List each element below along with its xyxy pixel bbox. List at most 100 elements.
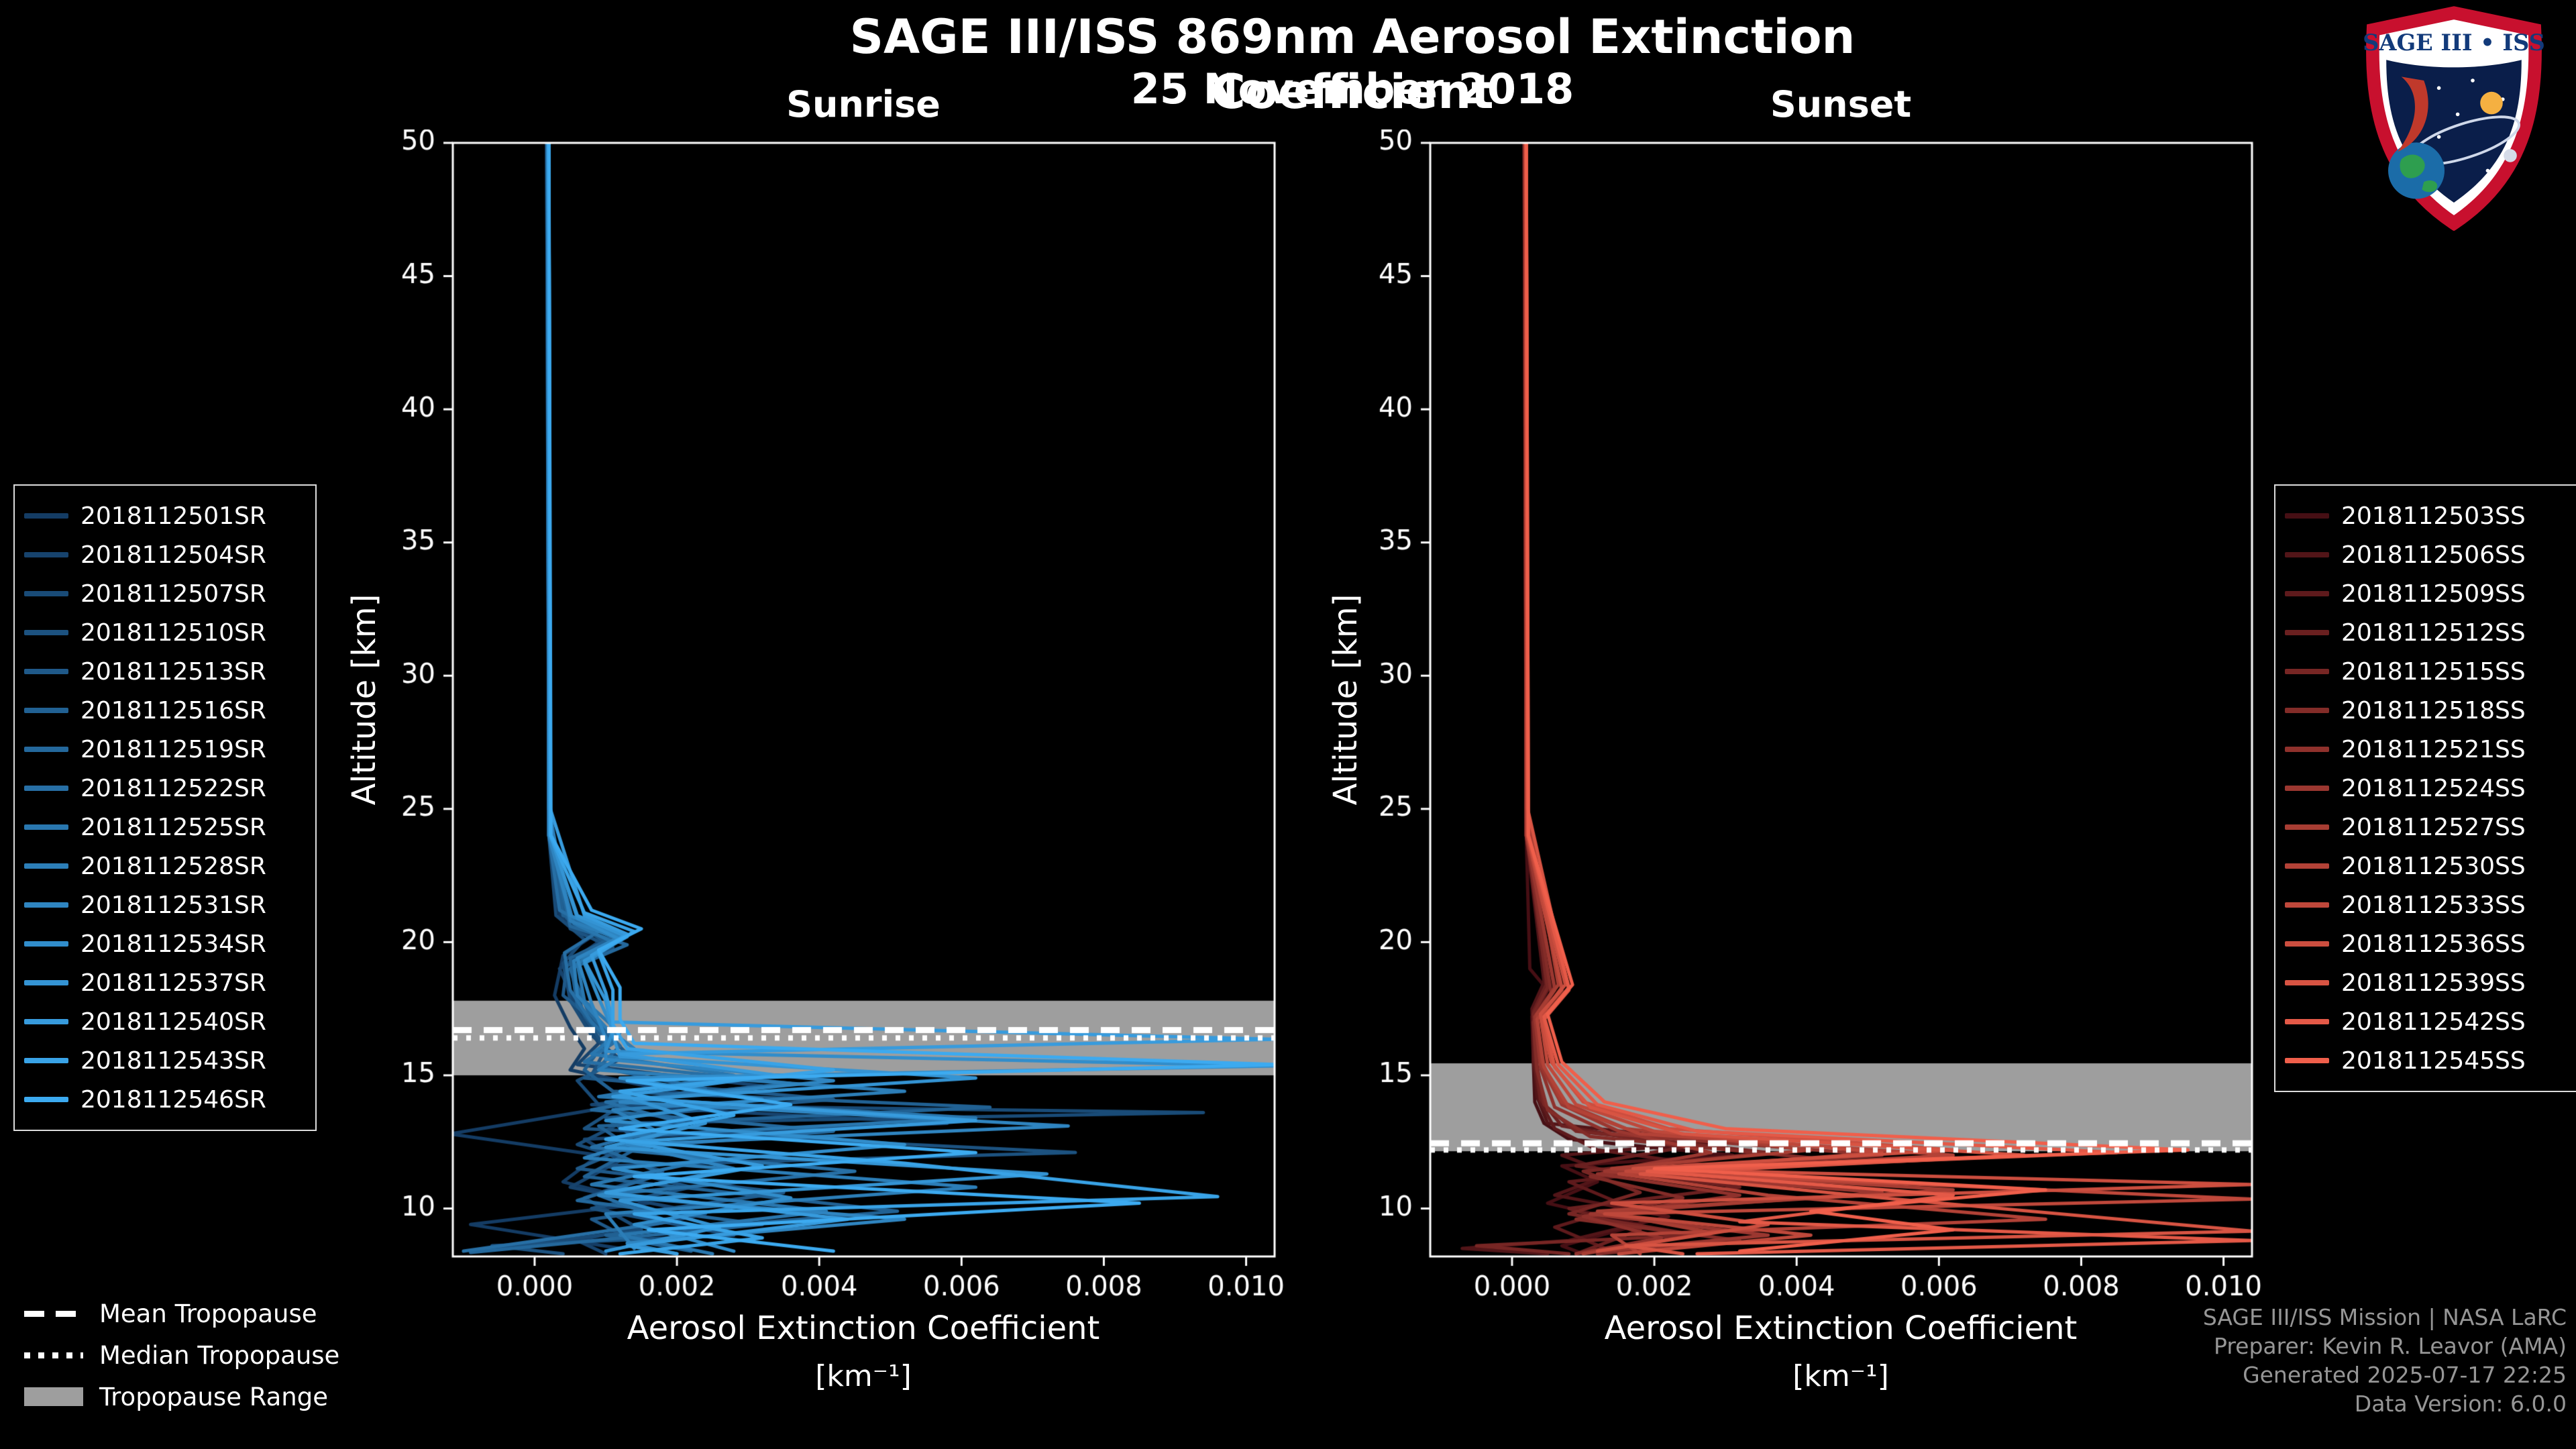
- mean-tropopause-label: Mean Tropopause: [99, 1299, 317, 1328]
- legend-label: 2018112543SR: [80, 1046, 266, 1075]
- attribution-mission: SAGE III/ISS Mission | NASA LaRC: [2202, 1304, 2567, 1330]
- legend-item: 2018112524SS: [2285, 769, 2576, 808]
- legend-item: 2018112513SR: [24, 652, 306, 691]
- legend-label: 2018112513SR: [80, 657, 266, 686]
- legend-line-sample: [2285, 669, 2329, 674]
- legend-label: 2018112522SR: [80, 774, 266, 802]
- legend-line-sample: [2285, 747, 2329, 752]
- legend-label: 2018112531SR: [80, 891, 266, 919]
- legend-item: 2018112527SS: [2285, 808, 2576, 847]
- legend-label: 2018112534SR: [80, 930, 266, 958]
- legend-label: 2018112506SS: [2341, 541, 2526, 569]
- mean-tropopause-dash-sample: [24, 1310, 83, 1317]
- legend-label: 2018112542SS: [2341, 1008, 2526, 1036]
- legend-line-sample: [24, 1019, 68, 1024]
- sunset-panel-title: Sunset: [1770, 83, 1912, 125]
- tropopause-range-patch-sample: [24, 1387, 83, 1406]
- legend-label: 2018112525SR: [80, 813, 266, 841]
- legend-item: 2018112512SS: [2285, 613, 2576, 652]
- legend-line-sample: [2285, 902, 2329, 908]
- legend-label: 2018112512SS: [2341, 619, 2526, 647]
- legend-item: 2018112507SR: [24, 574, 306, 613]
- median-tropopause-label: Median Tropopause: [99, 1340, 340, 1370]
- legend-line-sample: [24, 1058, 68, 1063]
- legend-item: 2018112515SS: [2285, 652, 2576, 691]
- legend-item: 2018112516SR: [24, 691, 306, 730]
- legend-item: 2018112525SR: [24, 808, 306, 847]
- sunrise-y-axis-label: Altitude [km]: [345, 594, 383, 806]
- legend-item: 2018112503SS: [2285, 496, 2576, 535]
- legend-item: 2018112542SS: [2285, 1002, 2576, 1041]
- legend-item: 2018112521SS: [2285, 730, 2576, 769]
- legend-label: 2018112533SS: [2341, 891, 2526, 919]
- legend-line-sample: [24, 513, 68, 519]
- legend-label: 2018112501SR: [80, 502, 266, 530]
- legend-label: 2018112528SR: [80, 852, 266, 880]
- logo-moon: [2504, 149, 2517, 162]
- attribution-generated: Generated 2025-07-17 22:25: [2243, 1362, 2567, 1388]
- legend-line-sample: [2285, 1058, 2329, 1063]
- legend-line-sample: [24, 941, 68, 947]
- legend-line-sample: [24, 552, 68, 557]
- legend-line-sample: [24, 591, 68, 596]
- legend-label: 2018112510SR: [80, 619, 266, 647]
- legend-item: 2018112506SS: [2285, 535, 2576, 574]
- tropopause-legend: Mean Tropopause Median Tropopause Tropop…: [24, 1299, 339, 1411]
- legend-label: 2018112546SR: [80, 1085, 266, 1114]
- legend-label: 2018112503SS: [2341, 502, 2526, 530]
- sunrise-x-axis-units: [km⁻¹]: [815, 1359, 912, 1393]
- legend-label: 2018112518SS: [2341, 696, 2526, 724]
- logo-title: SAGE III • ISS: [2363, 29, 2545, 56]
- legend-label: 2018112537SR: [80, 969, 266, 997]
- logo-earth-land: [2400, 154, 2438, 193]
- legend-item: 2018112509SS: [2285, 574, 2576, 613]
- legend-line-sample: [24, 1097, 68, 1102]
- legend-item: 2018112543SR: [24, 1041, 306, 1080]
- median-tropopause-dot-sample: [24, 1352, 83, 1358]
- legend-label: 2018112540SR: [80, 1008, 266, 1036]
- sunrise-x-axis-label: Aerosol Extinction Coefficient: [627, 1309, 1100, 1347]
- legend-item: 2018112518SS: [2285, 691, 2576, 730]
- legend-label: 2018112530SS: [2341, 852, 2526, 880]
- logo-stars: [2436, 78, 2505, 173]
- legend-label: 2018112521SS: [2341, 735, 2526, 763]
- page-date: 25 November 2018: [1130, 64, 1574, 113]
- legend-line-sample: [24, 863, 68, 869]
- sunrise-plot-canvas: [339, 129, 1288, 1337]
- tropopause-range-label: Tropopause Range: [99, 1382, 329, 1411]
- legend-line-sample: [2285, 980, 2329, 985]
- legend-label: 2018112515SS: [2341, 657, 2526, 686]
- legend-label: 2018112539SS: [2341, 969, 2526, 997]
- legend-line-sample: [2285, 552, 2329, 557]
- legend-item: 2018112501SR: [24, 496, 306, 535]
- legend-line-sample: [2285, 1019, 2329, 1024]
- legend-label: 2018112524SS: [2341, 774, 2526, 802]
- legend-item: 2018112510SR: [24, 613, 306, 652]
- legend-item: 2018112531SR: [24, 885, 306, 924]
- sunrise-event-legend: 2018112501SR 2018112504SR 2018112507SR 2018…: [13, 484, 317, 1131]
- legend-line-sample: [2285, 941, 2329, 947]
- legend-item: 2018112539SS: [2285, 963, 2576, 1002]
- legend-label: 2018112545SS: [2341, 1046, 2526, 1075]
- legend-line-sample: [24, 669, 68, 674]
- legend-item: 2018112534SR: [24, 924, 306, 963]
- legend-item: 2018112537SR: [24, 963, 306, 1002]
- legend-line-sample: [24, 747, 68, 752]
- legend-line-sample: [2285, 630, 2329, 635]
- legend-label: 2018112536SS: [2341, 930, 2526, 958]
- sunset-x-axis-label: Aerosol Extinction Coefficient: [1604, 1309, 2078, 1347]
- legend-line-sample: [24, 824, 68, 830]
- legend-label: 2018112507SR: [80, 580, 266, 608]
- legend-label: 2018112504SR: [80, 541, 266, 569]
- legend-line-sample: [24, 630, 68, 635]
- legend-item: 2018112536SS: [2285, 924, 2576, 963]
- page-title: SAGE III/ISS 869nm Aerosol Extinction Co…: [849, 9, 1856, 119]
- legend-item: 2018112504SR: [24, 535, 306, 574]
- sage-iss-logo: SAGE III • ISS: [2363, 6, 2545, 231]
- median-tropopause-legend-item: Median Tropopause: [24, 1340, 339, 1370]
- attribution-preparer: Preparer: Kevin R. Leavor (AMA): [2214, 1333, 2567, 1359]
- legend-item: 2018112540SR: [24, 1002, 306, 1041]
- sunrise-panel-title: Sunrise: [786, 83, 941, 125]
- sunset-plot-canvas: [1316, 129, 2265, 1337]
